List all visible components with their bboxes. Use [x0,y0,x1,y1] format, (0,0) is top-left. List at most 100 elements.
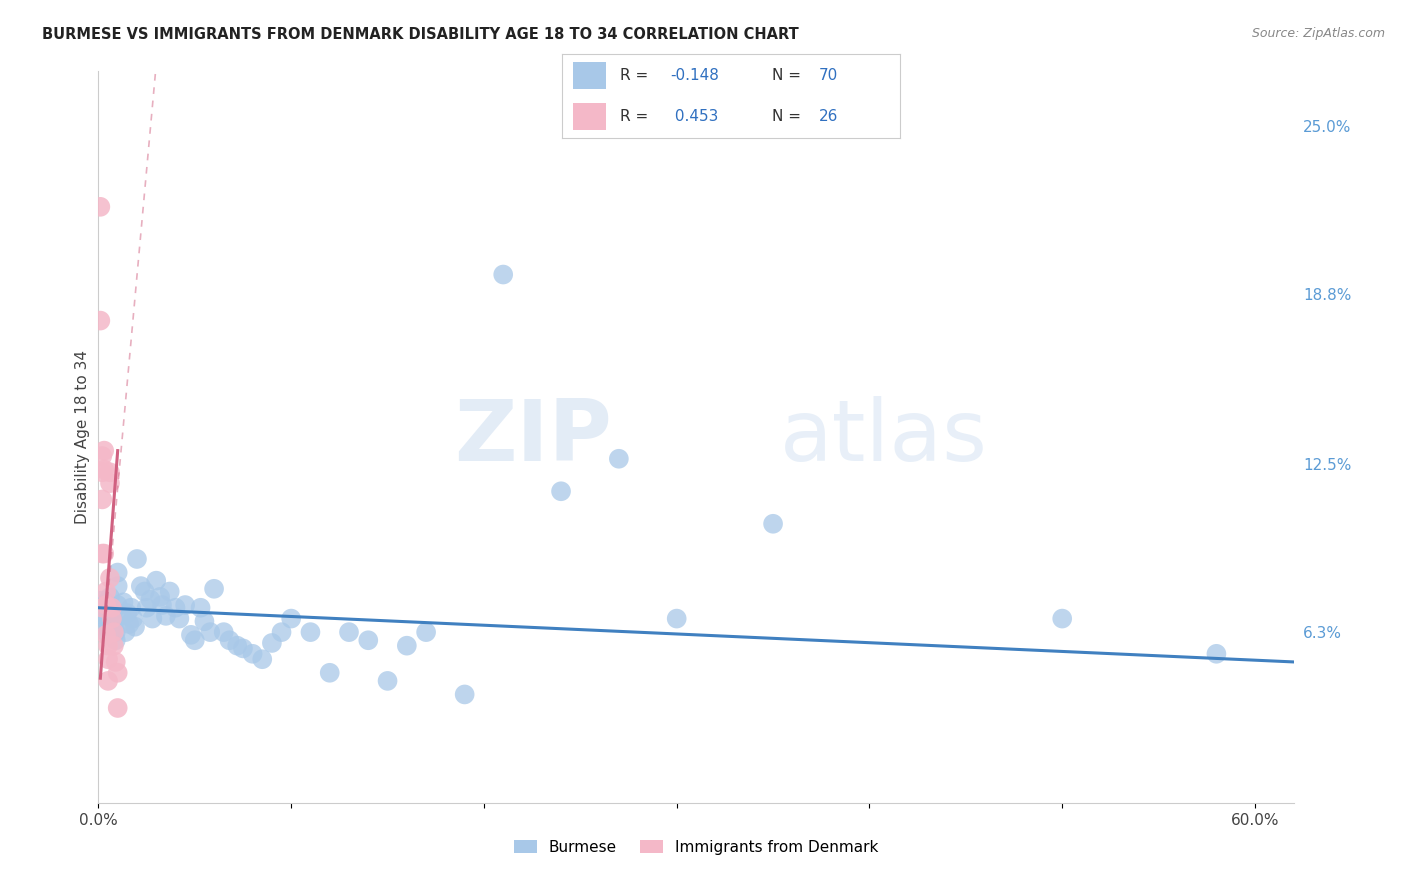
Point [357,633,380,648]
Text: Source: ZipAtlas.com: Source: ZipAtlas.com [1251,27,1385,40]
Point [607,451,630,466]
Point [97,639,120,653]
Point [97,617,120,632]
Point [93,611,115,625]
Point [174,598,197,612]
Point [180,628,202,642]
Point [337,625,360,640]
Point [112,595,135,609]
Point [122,611,145,625]
Point [159,584,181,599]
Point [98,465,121,479]
Point [103,625,125,640]
Point [98,625,121,640]
Point [94,598,117,612]
Point [124,620,146,634]
Point [101,611,124,625]
Text: R =: R = [620,68,648,83]
Text: ZIP: ZIP [454,395,613,479]
Point [107,665,129,680]
Point [94,584,117,599]
Bar [572,62,606,89]
Text: N =: N = [772,68,800,83]
Point [107,701,129,715]
Point [104,633,127,648]
Point [97,652,120,666]
Point [94,628,117,642]
Point [453,688,475,702]
Text: BURMESE VS IMMIGRANTS FROM DENMARK DISABILITY AGE 18 TO 34 CORRELATION CHART: BURMESE VS IMMIGRANTS FROM DENMARK DISAB… [42,27,799,42]
Text: R =: R = [620,109,648,124]
Point [91,465,114,479]
Point [98,476,121,491]
Point [93,547,115,561]
Point [212,625,235,640]
Point [145,574,167,588]
Point [89,200,111,214]
Point [93,443,115,458]
Point [97,628,120,642]
Point [242,647,264,661]
Bar [572,103,606,130]
Point [218,633,240,648]
Point [103,615,125,629]
Point [104,625,127,640]
Point [98,608,121,623]
Point [260,636,283,650]
Point [169,611,191,625]
Point [150,598,173,612]
Point [98,590,121,604]
Point [89,313,111,327]
Point [125,552,148,566]
Point [118,617,141,632]
Text: 70: 70 [818,68,838,83]
Point [93,462,115,476]
Text: N =: N = [772,109,800,124]
Point [377,673,399,688]
Point [120,600,142,615]
Point [104,655,127,669]
Point [415,625,437,640]
Point [665,611,688,625]
Point [91,547,114,561]
Point [97,673,120,688]
Point [101,600,124,615]
Point [101,620,124,634]
Point [97,623,120,637]
Point [107,579,129,593]
Point [103,603,125,617]
Text: 0.453: 0.453 [671,109,718,124]
Point [91,600,114,615]
Point [139,592,162,607]
Point [550,484,572,499]
Point [134,584,156,599]
Point [114,625,136,640]
Point [107,598,129,612]
Point [1205,647,1227,661]
Point [149,590,172,604]
Point [762,516,785,531]
Point [252,652,274,666]
Point [91,600,114,615]
Point [155,608,177,623]
Point [232,641,254,656]
Point [107,566,129,580]
Point [299,625,322,640]
Point [91,449,114,463]
Text: 26: 26 [818,109,838,124]
Point [94,595,117,609]
Point [141,611,163,625]
Point [492,268,515,282]
Point [270,625,292,640]
Legend: Burmese, Immigrants from Denmark: Burmese, Immigrants from Denmark [508,834,884,861]
Point [395,639,418,653]
Y-axis label: Disability Age 18 to 34: Disability Age 18 to 34 [75,350,90,524]
Point [1050,611,1073,625]
Point [202,582,225,596]
Point [165,600,187,615]
Point [200,625,222,640]
Point [280,611,302,625]
Text: atlas: atlas [779,395,987,479]
Point [319,665,342,680]
Text: -0.148: -0.148 [671,68,720,83]
